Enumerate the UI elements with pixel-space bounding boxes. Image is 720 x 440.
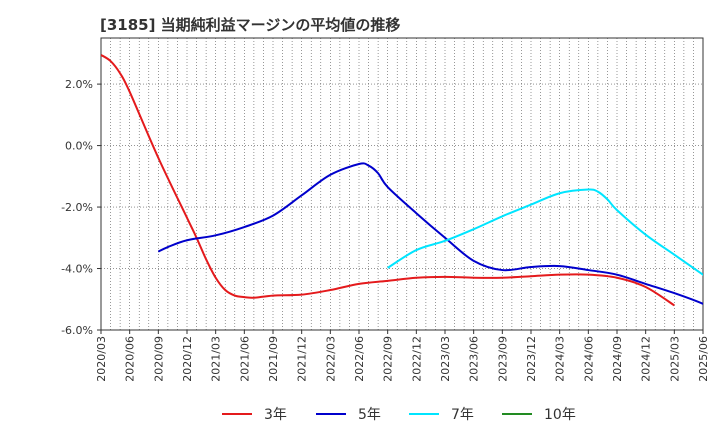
tick-labels: 2.0% 0.0% -2.0% -4.0% -6.0%2020/03 2020/06 202… [61,78,710,382]
x-tick-label: 2024/06 [582,336,595,382]
x-tick-label: 2024/12 [640,336,653,382]
x-tick-label: 2020/09 [152,336,165,382]
series-line-0 [101,54,675,307]
series-lines [101,54,703,307]
x-tick-label: 2021/12 [296,336,309,382]
series-line-2 [387,188,703,276]
x-tick-label: 2021/09 [267,336,280,382]
x-tick-label: 2024/03 [554,336,567,382]
legend-label-3: 10年 [544,407,576,423]
series-line-1 [157,162,703,305]
x-tick-label: 2023/09 [496,336,509,382]
x-tick-label: 2024/09 [611,336,624,382]
legend-label-0: 3年 [264,407,287,423]
x-tick-label: 2022/09 [382,336,395,382]
x-tick-label: 2022/06 [353,336,366,382]
y-tick-label: 2.0% [65,78,93,91]
x-tick-label: 2023/06 [468,336,481,382]
chart-title: [3185] 当期純利益マージンの平均値の推移 [100,16,401,34]
x-tick-label: 2023/12 [525,336,538,382]
axes [97,37,704,334]
grid-lines [101,38,703,331]
x-tick-label: 2025/06 [697,336,710,382]
y-tick-label: -2.0% [61,201,93,214]
x-tick-label: 2020/06 [124,336,137,382]
plot-area-border [100,37,704,331]
x-tick-label: 2025/03 [668,336,681,382]
x-tick-label: 2021/06 [238,336,251,382]
y-tick-label: 0.0% [65,140,93,153]
x-tick-label: 2023/03 [439,336,452,382]
x-tick-label: 2022/12 [410,336,423,382]
x-tick-label: 2020/12 [181,336,194,382]
x-tick-label: 2022/03 [324,336,337,382]
x-tick-label: 2020/03 [95,336,108,382]
y-tick-label: -4.0% [61,263,93,276]
legend-label-1: 5年 [358,407,381,423]
y-tick-label: -6.0% [61,324,93,337]
legend: 3年 5年 7年 10年 [222,407,576,423]
x-tick-label: 2021/03 [210,336,223,382]
legend-label-2: 7年 [451,407,474,423]
